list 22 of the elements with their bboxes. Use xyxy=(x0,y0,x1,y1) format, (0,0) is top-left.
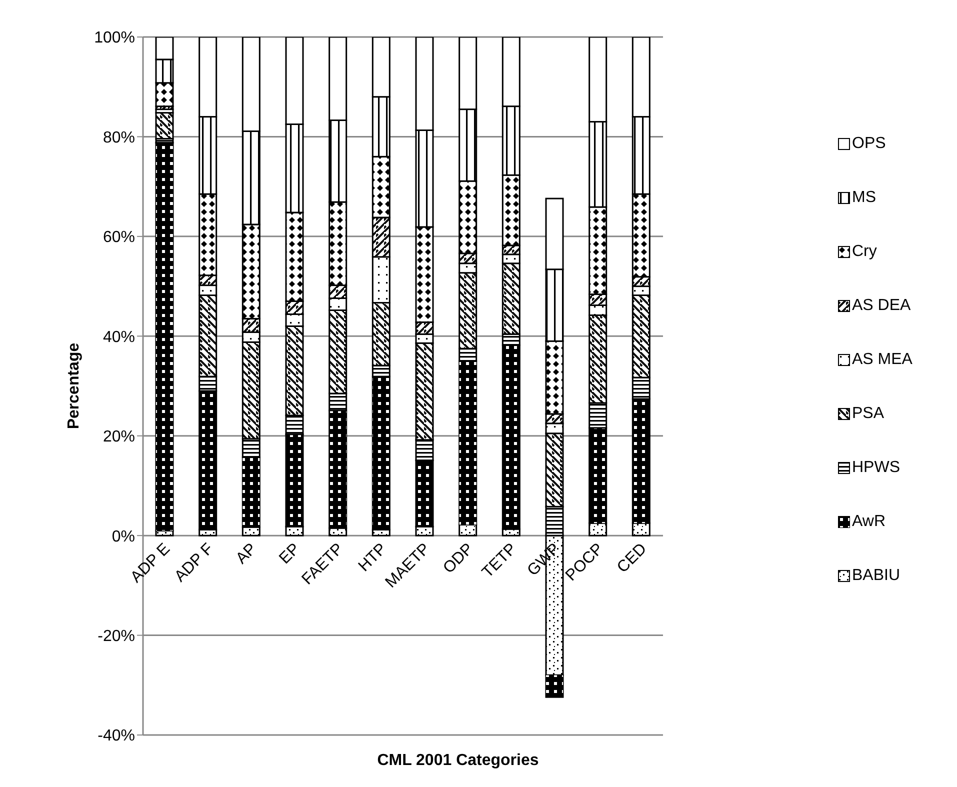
legend-label: PSA xyxy=(852,405,886,423)
y-tick-label: 20% xyxy=(102,428,135,446)
legend-label: AS DEA xyxy=(852,297,912,315)
legend-label: Cry xyxy=(852,243,878,261)
y-axis-title: Percentage xyxy=(66,342,83,430)
legend-label: AS MEA xyxy=(852,351,914,369)
y-tick-label: -40% xyxy=(98,728,135,745)
legend-label: HPWS xyxy=(852,459,901,477)
x-tick-label: AP xyxy=(233,540,260,568)
x-tick-label: CED xyxy=(614,540,650,576)
y-tick-label: 40% xyxy=(102,328,135,346)
y-tick-label: -20% xyxy=(98,628,135,645)
x-tick-label: EP xyxy=(276,540,304,568)
y-tick-label: 100% xyxy=(94,30,135,47)
x-axis-title: CML 2001 Categories xyxy=(376,752,540,770)
legend-label: MS xyxy=(852,189,877,207)
legend-label: BABIU xyxy=(852,567,902,585)
y-tick-label: 60% xyxy=(102,229,135,246)
y-tick-label: 80% xyxy=(102,129,135,146)
legend-label: AwR xyxy=(852,513,886,531)
y-tick-label: 0% xyxy=(112,528,135,546)
legend-label: OPS xyxy=(852,135,887,153)
